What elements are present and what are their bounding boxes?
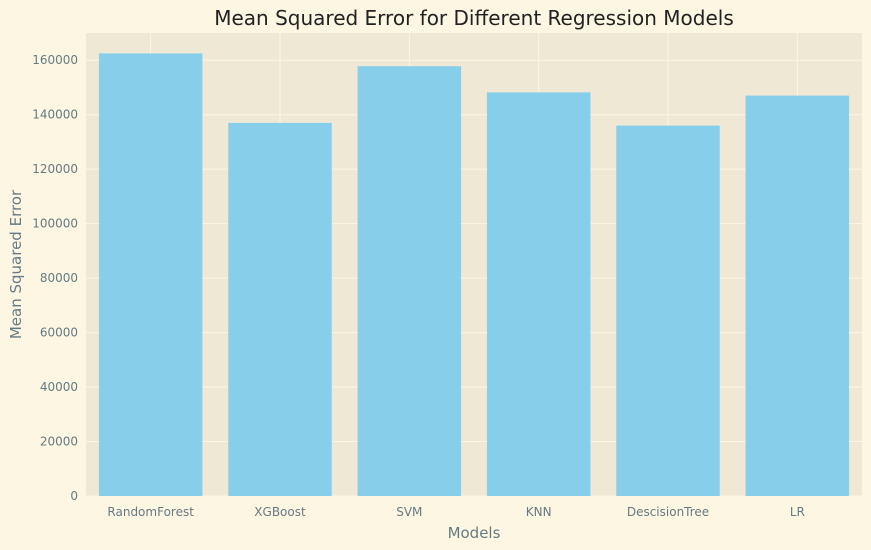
x-tick-label: RandomForest	[107, 505, 194, 519]
y-tick-label: 160000	[32, 53, 78, 67]
bar-lr	[745, 95, 850, 496]
y-tick-label: 20000	[40, 435, 78, 449]
y-tick-label: 80000	[40, 271, 78, 285]
x-tick-label: SVM	[396, 505, 422, 519]
y-axis-ticks: 0 20000 40000 60000 80000 100000 120000 140000 1…	[32, 53, 78, 503]
y-axis-label: Mean Squared Error	[7, 189, 25, 339]
y-tick-label: 140000	[32, 108, 78, 122]
x-tick-label: XGBoost	[254, 505, 306, 519]
x-tick-label: LR	[790, 505, 805, 519]
x-axis-label: Models	[448, 524, 501, 542]
y-tick-label: 120000	[32, 162, 78, 176]
chart-title: Mean Squared Error for Different Regress…	[214, 6, 734, 30]
x-axis-ticks: RandomForest XGBoost SVM KNN DescisionTree LR	[107, 505, 804, 519]
bars	[98, 53, 850, 497]
bar-xgboost	[228, 122, 332, 497]
x-tick-label: DescisionTree	[627, 505, 709, 519]
y-tick-label: 100000	[32, 217, 78, 231]
x-tick-label: KNN	[526, 505, 552, 519]
plot-area	[86, 33, 862, 496]
y-tick-label: 40000	[40, 380, 78, 394]
bar-svm	[357, 66, 462, 497]
bar-randomforest	[98, 53, 203, 496]
bar-descisiontree	[616, 125, 720, 496]
bar-knn	[486, 92, 591, 497]
y-tick-label: 0	[70, 489, 78, 503]
y-tick-label: 60000	[40, 326, 78, 340]
